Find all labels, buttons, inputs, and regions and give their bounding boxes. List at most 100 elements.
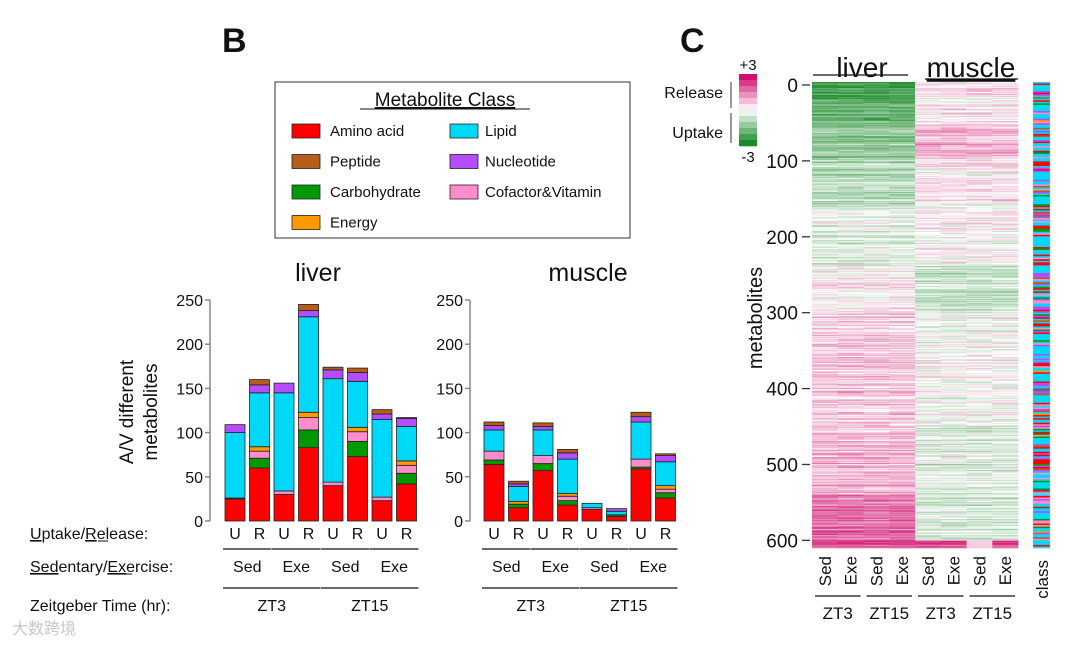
heat-cell: [940, 358, 967, 360]
heat-cell: [837, 131, 864, 133]
heat-cell: [966, 441, 993, 443]
heat-cell: [889, 493, 916, 495]
heat-cell: [812, 418, 839, 420]
heat-cell: [863, 488, 890, 490]
heat-cell: [812, 236, 839, 238]
heat-cell: [837, 380, 864, 382]
heat-cell: [915, 221, 942, 223]
heat-cell: [812, 198, 839, 200]
heat-cell: [837, 476, 864, 479]
heat-cell: [992, 502, 1019, 504]
heat-cell: [940, 441, 967, 443]
category-label: R: [660, 526, 672, 543]
heat-cell: [915, 266, 942, 268]
heat-cell: [966, 302, 993, 304]
heat-cell: [837, 444, 864, 446]
heat-cell: [889, 495, 916, 497]
heat-cell: [966, 319, 993, 321]
heat-cell: [863, 480, 890, 482]
heat-cell: [966, 473, 993, 475]
heat-cell: [837, 188, 864, 190]
heat-cell: [863, 537, 890, 539]
heat-cell: [992, 406, 1019, 408]
heat-cell: [940, 334, 967, 336]
heat-cell: [915, 325, 942, 327]
heat-cell: [992, 378, 1019, 380]
heat-cell: [812, 156, 839, 158]
heat-cell: [863, 429, 890, 431]
heat-cell: [812, 420, 839, 422]
heat-cell: [889, 303, 916, 305]
heat-cell: [940, 243, 967, 245]
heat-cell: [863, 259, 890, 261]
heat-cell: [992, 539, 1019, 541]
heat-cell: [837, 454, 864, 456]
heat-cell: [837, 358, 864, 360]
heat-cell: [966, 317, 993, 319]
heat-cell: [940, 243, 967, 246]
heat-cell: [992, 153, 1019, 155]
heat-cell: [966, 347, 993, 349]
heat-cell: [966, 473, 993, 475]
heat-cell: [889, 230, 916, 232]
heat-cell: [837, 497, 864, 499]
heat-cell: [940, 433, 967, 435]
heat-cell: [863, 254, 890, 256]
bar-segment-amino-acid: [557, 504, 578, 522]
heat-cell: [915, 97, 942, 99]
heat-cell: [837, 344, 864, 346]
heat-cell: [915, 191, 942, 193]
heat-cell: [915, 370, 942, 372]
heat-cell: [992, 399, 1019, 401]
heat-cell: [915, 302, 942, 304]
heat-cell: [863, 374, 890, 376]
heat-cell: [940, 266, 967, 268]
heat-cell: [863, 245, 890, 247]
heat-cell: [915, 514, 942, 516]
heat-cell: [837, 485, 864, 487]
heat-cell: [940, 530, 967, 532]
heat-cell: [889, 120, 916, 122]
heat-cell: [863, 100, 890, 102]
heat-cell: [992, 418, 1019, 420]
heat-cell: [966, 266, 993, 268]
heat-cell: [812, 329, 839, 331]
heat-cell: [915, 144, 942, 146]
heat-cell: [863, 389, 890, 391]
bar-segment-amino-acid: [606, 516, 627, 522]
heat-cell: [812, 280, 839, 282]
heat-cell: [889, 279, 916, 281]
heat-cell: [915, 523, 942, 525]
heat-cell: [863, 149, 890, 151]
heat-cell: [889, 107, 916, 110]
heat-cell: [889, 175, 916, 177]
heat-cell: [863, 107, 890, 109]
heat-cell: [837, 409, 864, 411]
heat-cell: [915, 509, 942, 511]
heat-cell: [992, 444, 1019, 446]
heat-cell: [863, 368, 890, 370]
heat-cell: [889, 168, 916, 170]
heat-cell: [966, 313, 993, 315]
heat-cell: [992, 395, 1019, 398]
heat-cell: [992, 314, 1019, 316]
heat-cell: [992, 366, 1019, 369]
heat-cell: [889, 100, 916, 102]
heat-cell: [812, 470, 839, 472]
heat-cell: [812, 223, 839, 225]
heat-cell: [992, 190, 1019, 192]
heat-cell: [837, 125, 864, 127]
heat-cell: [966, 253, 993, 255]
heat-cell: [992, 372, 1019, 374]
heat-cell: [812, 322, 839, 324]
heat-cell: [992, 389, 1019, 391]
heat-cell: [812, 402, 839, 404]
heat-cell: [812, 349, 839, 351]
heat-cell: [837, 402, 864, 404]
heat-cell: [966, 258, 993, 260]
heat-cell: [889, 171, 916, 173]
heat-cell: [889, 207, 916, 209]
heat-cell: [915, 337, 942, 339]
heat-cell: [812, 139, 839, 141]
heat-cell: [992, 162, 1019, 164]
